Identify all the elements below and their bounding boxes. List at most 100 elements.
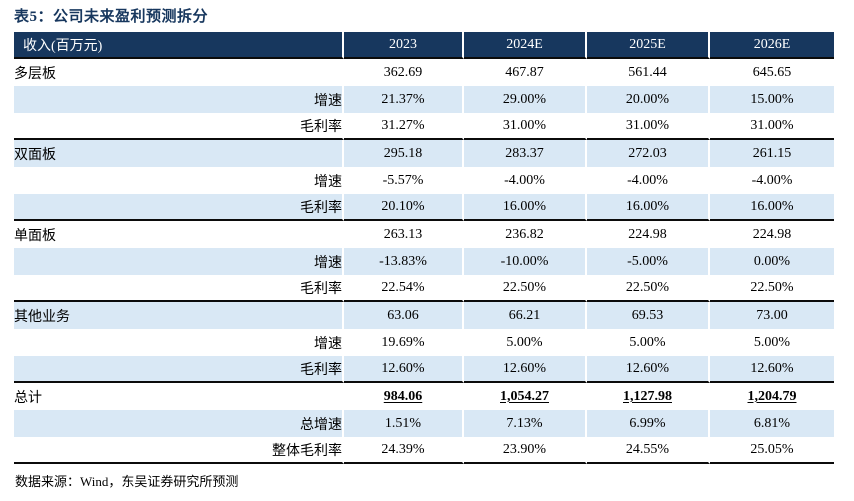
table-row: 毛利率 22.54% 22.50% 22.50% 22.50%	[14, 275, 834, 302]
value-cell: 31.27%	[344, 113, 464, 140]
value-cell: -10.00%	[464, 248, 587, 275]
value-cell: 0.00%	[710, 248, 834, 275]
value-cell: 561.44	[587, 59, 710, 86]
value-cell: -13.83%	[344, 248, 464, 275]
column-header-year: 2026E	[710, 32, 834, 59]
value-cell: 295.18	[344, 140, 464, 167]
value-cell: 29.00%	[464, 86, 587, 113]
row-label: 整体毛利率	[14, 437, 344, 464]
table-row: 毛利率 31.27% 31.00% 31.00% 31.00%	[14, 113, 834, 140]
table-row: 毛利率 12.60% 12.60% 12.60% 12.60%	[14, 356, 834, 383]
value-cell: 261.15	[710, 140, 834, 167]
table-row: 增速 -5.57% -4.00% -4.00% -4.00%	[14, 167, 834, 194]
row-label: 总增速	[14, 410, 344, 437]
row-label: 双面板	[14, 140, 344, 167]
value-cell: 63.06	[344, 302, 464, 329]
value-cell: 16.00%	[464, 194, 587, 221]
table-body: 多层板 362.69 467.87 561.44 645.65 增速 21.37% 29.00…	[14, 59, 834, 464]
value-cell: 12.60%	[344, 356, 464, 383]
row-label: 毛利率	[14, 113, 344, 140]
value-cell: 22.50%	[464, 275, 587, 302]
value-cell: 362.69	[344, 59, 464, 86]
value-cell: 69.53	[587, 302, 710, 329]
value-cell: 6.81%	[710, 410, 834, 437]
data-source-note: 数据来源：Wind，东吴证券研究所预测	[15, 474, 239, 489]
value-cell: 24.39%	[344, 437, 464, 464]
row-label: 其他业务	[14, 302, 344, 329]
value-cell: 645.65	[752, 64, 792, 80]
column-header-year: 2025E	[587, 32, 710, 59]
value-cell: 7.13%	[464, 410, 587, 437]
table-row: 整体毛利率 24.39% 23.90% 24.55% 25.05%	[14, 437, 834, 464]
value-cell: 5.00%	[753, 334, 791, 350]
value-cell: 224.98	[587, 221, 710, 248]
value-cell: 66.21	[464, 302, 587, 329]
row-label: 毛利率	[14, 194, 344, 221]
value-cell: 31.00%	[464, 113, 587, 140]
table-row: 增速 21.37% 29.00% 20.00% 15.00%	[14, 86, 834, 113]
value-cell: 20.10%	[344, 194, 464, 221]
value-cell: 31.00%	[710, 113, 834, 140]
value-cell: -4.00%	[587, 167, 710, 194]
value-cell: 73.00	[710, 302, 834, 329]
value-cell: 23.90%	[464, 437, 587, 464]
value-cell: 19.69%	[344, 329, 464, 356]
value-cell: 15.00%	[710, 86, 834, 113]
table-row: 双面板 295.18 283.37 272.03 261.15	[14, 140, 834, 167]
row-label: 增速	[14, 167, 344, 194]
value-cell: 5.00%	[587, 329, 710, 356]
column-header-year: 2023	[344, 32, 464, 59]
table-title: 表5：公司未来盈利预测拆分	[14, 9, 209, 25]
value-cell: 16.00%	[587, 194, 710, 221]
header-row: 收入(百万元) 2023 2024E 2025E 2026E	[14, 32, 834, 59]
value-cell: 5.00%	[464, 329, 587, 356]
row-label: 毛利率	[14, 356, 344, 383]
row-label: 增速	[14, 86, 344, 113]
value-cell: -5.57%	[344, 167, 464, 194]
row-label: 总计	[14, 383, 344, 410]
value-cell: -4.00%	[464, 167, 587, 194]
table-row: 总计 984.06 1,054.27 1,127.98 1,204.79	[14, 383, 834, 410]
value-cell: 12.60%	[587, 356, 710, 383]
value-cell: 22.50%	[710, 275, 834, 302]
value-cell: 20.00%	[587, 86, 710, 113]
column-header-year: 2024E	[464, 32, 587, 59]
table-row: 增速 19.69% 5.00% 5.00% 5.00%	[14, 329, 834, 356]
value-cell: 22.54%	[344, 275, 464, 302]
value-cell: -4.00%	[751, 172, 793, 188]
row-label: 毛利率	[14, 275, 344, 302]
value-cell: 1,127.98	[587, 383, 710, 410]
value-cell: 31.00%	[587, 113, 710, 140]
column-header-revenue-label: 收入(百万元)	[14, 32, 344, 59]
value-cell: 1,204.79	[747, 388, 797, 404]
value-cell: 984.06	[344, 383, 464, 410]
value-cell: 25.05%	[710, 437, 834, 464]
value-cell: 467.87	[464, 59, 587, 86]
table-row: 单面板 263.13 236.82 224.98 224.98	[14, 221, 834, 248]
table-row: 总增速 1.51% 7.13% 6.99% 6.81%	[14, 410, 834, 437]
value-cell: 1,054.27	[464, 383, 587, 410]
value-cell: 224.98	[752, 226, 792, 242]
value-cell: 1.51%	[344, 410, 464, 437]
value-cell: 24.55%	[587, 437, 710, 464]
value-cell: 12.60%	[464, 356, 587, 383]
value-cell: 236.82	[464, 221, 587, 248]
row-label: 增速	[14, 248, 344, 275]
value-cell: 272.03	[587, 140, 710, 167]
value-cell: 6.99%	[587, 410, 710, 437]
value-cell: 263.13	[344, 221, 464, 248]
table-row: 其他业务 63.06 66.21 69.53 73.00	[14, 302, 834, 329]
table-row: 增速 -13.83% -10.00% -5.00% 0.00%	[14, 248, 834, 275]
table-row: 毛利率 20.10% 16.00% 16.00% 16.00%	[14, 194, 834, 221]
value-cell: 16.00%	[710, 194, 834, 221]
row-label: 增速	[14, 329, 344, 356]
row-label: 单面板	[14, 221, 344, 248]
value-cell: 21.37%	[344, 86, 464, 113]
table-row: 多层板 362.69 467.87 561.44 645.65	[14, 59, 834, 86]
profit-forecast-table: 收入(百万元) 2023 2024E 2025E 2026E 多层板 362.69 467.…	[14, 32, 834, 464]
value-cell: 22.50%	[587, 275, 710, 302]
row-label: 多层板	[14, 59, 344, 86]
value-cell: 283.37	[464, 140, 587, 167]
value-cell: 12.60%	[710, 356, 834, 383]
